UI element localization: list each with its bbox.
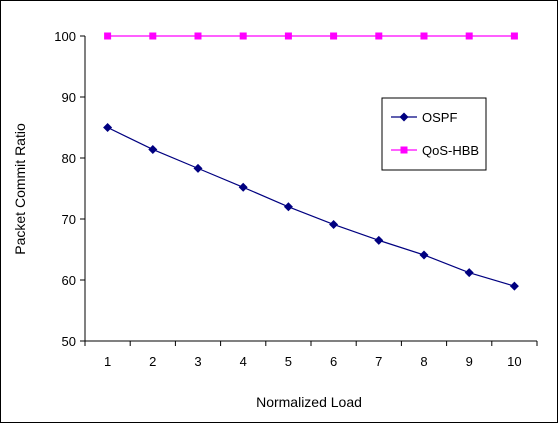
y-tick-label: 50 bbox=[62, 334, 76, 349]
data-point-ospf bbox=[419, 250, 429, 260]
data-point-ospf bbox=[238, 182, 248, 192]
series-ospf bbox=[103, 123, 519, 291]
x-tick-label: 1 bbox=[104, 354, 111, 369]
data-point-qos-hbb bbox=[375, 32, 383, 40]
data-point-ospf bbox=[103, 123, 113, 132]
legend-marker-qos-hbb bbox=[400, 146, 408, 154]
data-point-qos-hbb bbox=[239, 32, 247, 40]
legend-marker-ospf bbox=[399, 112, 409, 122]
data-point-ospf bbox=[283, 202, 293, 212]
data-point-qos-hbb bbox=[149, 32, 157, 40]
legend-label-ospf: OSPF bbox=[422, 110, 457, 125]
x-tick-label: 8 bbox=[420, 354, 427, 369]
x-tick-label: 6 bbox=[330, 354, 337, 369]
data-point-ospf bbox=[464, 268, 474, 278]
legend-label-qos-hbb: QoS-HBB bbox=[422, 143, 479, 158]
legend-box bbox=[381, 97, 487, 171]
series-line-ospf bbox=[107, 126, 515, 287]
x-tick-label: 9 bbox=[466, 354, 473, 369]
y-tick-label: 60 bbox=[62, 273, 76, 288]
legend: OSPF QoS-HBB bbox=[381, 97, 487, 171]
data-point-ospf bbox=[148, 144, 158, 154]
x-axis-title: Normalized Load bbox=[256, 394, 362, 410]
series-qos-hbb bbox=[104, 32, 518, 40]
data-point-ospf bbox=[374, 235, 384, 245]
data-point-qos-hbb bbox=[420, 32, 428, 40]
data-point-qos-hbb bbox=[510, 32, 518, 40]
y-axis-title: Packet Commit Ratio bbox=[12, 123, 28, 255]
data-point-qos-hbb bbox=[104, 32, 112, 40]
x-tick-label: 10 bbox=[507, 354, 521, 369]
x-tick-label: 3 bbox=[194, 354, 201, 369]
data-point-qos-hbb bbox=[465, 32, 473, 40]
x-tick-label: 4 bbox=[240, 354, 247, 369]
data-point-qos-hbb bbox=[194, 32, 202, 40]
y-tick-label: 100 bbox=[54, 29, 76, 44]
y-tick-label: 70 bbox=[62, 212, 76, 227]
x-tick-label: 7 bbox=[375, 354, 382, 369]
y-tick-label: 80 bbox=[62, 151, 76, 166]
data-point-qos-hbb bbox=[330, 32, 338, 40]
data-point-qos-hbb bbox=[284, 32, 292, 40]
axes: 50 60 70 80 90 100 1 2 3 4 5 6 7 8 9 10 bbox=[54, 29, 538, 369]
y-tick-label: 90 bbox=[62, 90, 76, 105]
data-point-ospf bbox=[329, 219, 339, 229]
series-layer bbox=[103, 32, 519, 291]
x-tick-label: 5 bbox=[285, 354, 292, 369]
data-point-ospf bbox=[193, 163, 203, 173]
x-tick-label: 2 bbox=[149, 354, 156, 369]
data-point-ospf bbox=[509, 281, 519, 291]
